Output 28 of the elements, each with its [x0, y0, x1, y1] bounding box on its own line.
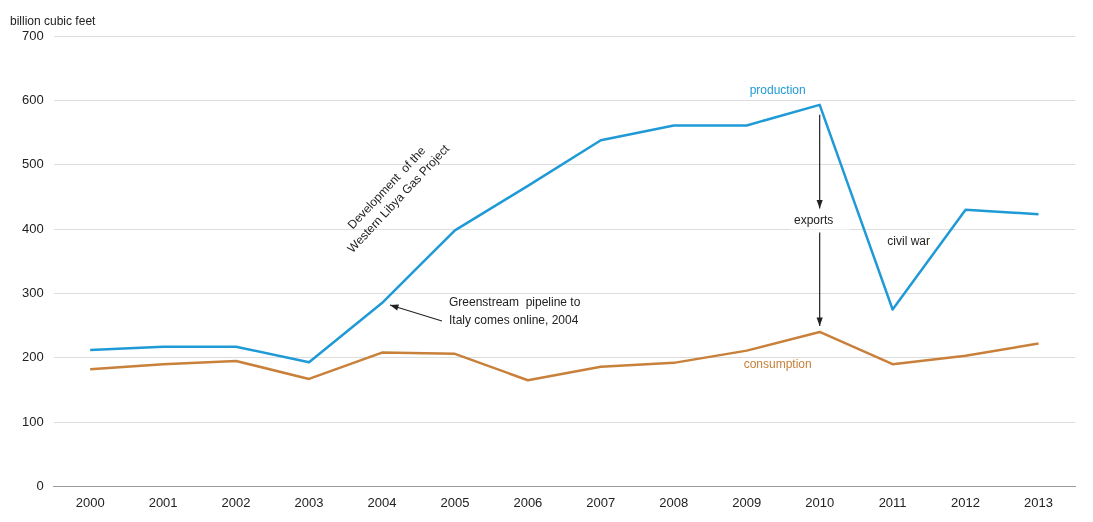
y-axis-title: billion cubic feet [10, 14, 97, 29]
x-tick-label: 2002 [221, 494, 251, 510]
y-tick-label: 700 [21, 27, 44, 43]
x-tick-label: 2004 [367, 494, 397, 510]
annotation: civil war [887, 234, 931, 249]
y-tick-label: 500 [21, 156, 44, 172]
x-tick-label: 2010 [805, 494, 835, 510]
annotation: Greenstream pipeline to Italy comes online, 2004 [448, 295, 581, 328]
series-label: production [749, 83, 806, 98]
x-tick-label: 2006 [513, 494, 543, 510]
x-tick-label: 2009 [732, 494, 762, 510]
y-tick-label: 0 [36, 477, 44, 493]
x-tick-label: 2003 [294, 494, 324, 510]
x-tick-label: 2005 [440, 494, 470, 510]
x-tick-label: 2011 [878, 494, 907, 510]
x-tick-label: 2013 [1024, 494, 1053, 510]
series-label: consumption [743, 357, 812, 372]
y-tick-label: 400 [21, 220, 44, 236]
x-tick-label: 2012 [951, 494, 981, 510]
x-tick-label: 2007 [586, 494, 616, 510]
x-tick-label: 2008 [659, 494, 689, 510]
y-tick-label: 300 [21, 284, 44, 300]
x-tick-label: 2001 [148, 494, 178, 510]
y-tick-label: 100 [21, 413, 44, 429]
y-tick-label: 200 [21, 349, 44, 365]
y-tick-label: 600 [21, 91, 44, 107]
x-tick-label: 2000 [75, 494, 105, 510]
annotation: exports [793, 212, 834, 227]
